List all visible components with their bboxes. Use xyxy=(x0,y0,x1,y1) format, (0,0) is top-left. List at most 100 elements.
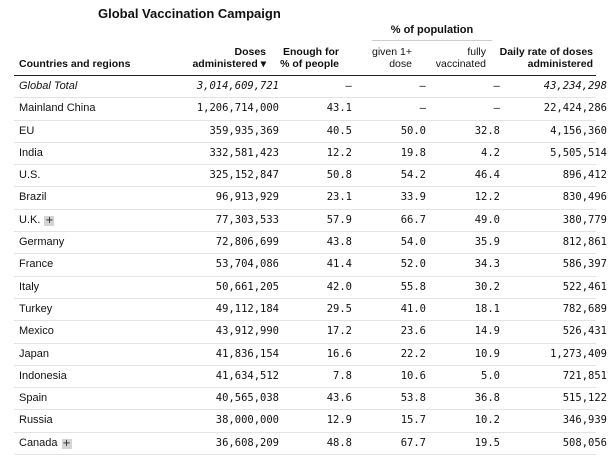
country-cell: U.S. xyxy=(19,169,40,181)
enough-cell: 43.1 xyxy=(326,102,352,115)
col-header-daily-line1: Daily rate of doses xyxy=(499,46,593,58)
daily-cell: 586,397 xyxy=(562,258,607,271)
col-header-doses-line2: administered ▾ xyxy=(192,58,266,70)
col-header-enough-line2: % of people xyxy=(280,58,339,70)
table-row: France 53,704,086 41.4 52.0 34.3 586,397 xyxy=(14,254,607,277)
country-name: Spain xyxy=(19,392,48,405)
enough-cell: 43.6 xyxy=(326,392,352,405)
fully-cell: 12.2 xyxy=(474,191,500,204)
country-cell: Japan xyxy=(19,348,49,360)
col-header-daily-line2: administered xyxy=(527,58,593,70)
col-header-fully-line2: vaccinated xyxy=(435,58,486,70)
table-row: Turkey 49,112,184 29.5 41.0 18.1 782,689 xyxy=(14,299,607,322)
table-row: Japan 41,836,154 16.6 22.2 10.9 1,273,409 xyxy=(14,344,607,366)
col-header-daily[interactable]: Daily rate of doses administered xyxy=(490,46,593,70)
fully-cell: 4.2 xyxy=(481,146,500,159)
given-cell: 33.9 xyxy=(400,191,426,204)
given-cell: 10.6 xyxy=(400,369,426,382)
fully-cell: 32.8 xyxy=(474,124,500,137)
country-name: U.K. xyxy=(19,213,41,226)
country-name: U.S. xyxy=(19,169,41,182)
daily-cell: 346,939 xyxy=(562,414,607,427)
fully-cell: 5.0 xyxy=(481,369,500,382)
country-cell: Turkey xyxy=(19,303,52,315)
country-name: France xyxy=(19,258,54,271)
country-cell: Brazil xyxy=(19,191,47,203)
fully-cell: 35.9 xyxy=(474,236,500,249)
given-cell: 22.2 xyxy=(400,347,426,360)
doses-cell: 36,608,209 xyxy=(215,436,279,449)
country-name: Canada xyxy=(19,436,58,449)
given-cell: – xyxy=(419,80,426,92)
table-body: Global Total 3,014,609,721 – – – 43,234,298 Ma… xyxy=(14,76,607,455)
table-row: Brazil 96,913,929 23.1 33.9 12.2 830,496 xyxy=(14,187,607,210)
fully-cell: 36.8 xyxy=(474,392,500,405)
table-row-total: Global Total 3,014,609,721 – – – 43,234,298 xyxy=(14,76,607,99)
expand-plus-icon[interactable]: + xyxy=(61,437,72,449)
daily-cell: 22,424,286 xyxy=(543,102,607,115)
country-cell: France xyxy=(19,258,53,270)
enough-cell: 43.8 xyxy=(326,236,352,249)
header-rule xyxy=(14,75,596,76)
country-name: Mainland China xyxy=(19,102,96,115)
country-cell: Italy xyxy=(19,281,39,293)
given-cell: 15.7 xyxy=(400,414,426,427)
given-cell: 52.0 xyxy=(400,258,426,271)
doses-cell: 1,206,714,000 xyxy=(196,102,279,115)
col-header-fully[interactable]: fully vaccinated xyxy=(418,46,486,70)
country-name: Brazil xyxy=(19,191,47,204)
col-header-enough-line1: Enough for xyxy=(283,46,339,58)
given-cell: 50.0 xyxy=(400,124,426,137)
enough-cell: 48.8 xyxy=(326,436,352,449)
table-row: EU 359,935,369 40.5 50.0 32.8 4,156,360 xyxy=(14,121,607,143)
country-name: Mexico xyxy=(19,325,54,338)
enough-cell: 16.6 xyxy=(326,347,352,360)
country-name: Global Total xyxy=(19,80,78,92)
doses-cell: 41,634,512 xyxy=(215,369,279,382)
fully-cell: 10.9 xyxy=(474,347,500,360)
country-cell: Canada + xyxy=(19,437,72,449)
doses-cell: 359,935,369 xyxy=(209,124,279,137)
col-header-country: Countries and regions xyxy=(19,58,131,70)
country-name: Italy xyxy=(19,280,40,293)
daily-cell: 43,234,298 xyxy=(543,80,607,92)
daily-cell: 515,122 xyxy=(562,392,607,405)
col-header-doses[interactable]: Doses administered ▾ xyxy=(160,46,266,70)
expand-plus-icon[interactable]: + xyxy=(44,214,55,226)
doses-cell: 40,565,038 xyxy=(215,392,279,405)
table-row: Russia 38,000,000 12.9 15.7 10.2 346,939 xyxy=(14,410,607,433)
table-row: Mainland China 1,206,714,000 43.1 – – 22,424,… xyxy=(14,98,607,121)
col-header-given-line2: dose xyxy=(389,58,412,70)
enough-cell: 40.5 xyxy=(326,124,352,137)
col-header-given[interactable]: given 1+ dose xyxy=(350,46,412,70)
country-name: Indonesia xyxy=(19,369,67,382)
table-row: U.S. 325,152,847 50.8 54.2 46.4 896,412 xyxy=(14,165,607,188)
doses-cell: 72,806,699 xyxy=(215,236,279,249)
daily-cell: 5,505,514 xyxy=(550,146,607,159)
given-cell: 19.8 xyxy=(400,146,426,159)
fully-cell: 30.2 xyxy=(474,280,500,293)
table-row: Mexico 43,912,990 17.2 23.6 14.9 526,431 xyxy=(14,321,607,344)
country-cell: Global Total xyxy=(19,80,77,92)
doses-cell: 41,836,154 xyxy=(215,347,279,360)
given-cell: 54.2 xyxy=(400,169,426,182)
enough-cell: 17.2 xyxy=(326,325,352,338)
country-cell: Mexico xyxy=(19,325,54,337)
table-row: Germany 72,806,699 43.8 54.0 35.9 812,861 xyxy=(14,232,607,255)
daily-cell: 526,431 xyxy=(562,325,607,338)
country-name: Japan xyxy=(19,347,49,360)
table-row: India 332,581,423 12.2 19.8 4.2 5,505,514 xyxy=(14,143,607,166)
doses-cell: 53,704,086 xyxy=(215,258,279,271)
fully-cell: 14.9 xyxy=(474,325,500,338)
table-row: Indonesia 41,634,512 7.8 10.6 5.0 721,851 xyxy=(14,366,607,389)
given-cell: 66.7 xyxy=(400,213,426,226)
fully-cell: 10.2 xyxy=(474,414,500,427)
daily-cell: 522,461 xyxy=(562,280,607,293)
enough-cell: 42.0 xyxy=(326,280,352,293)
col-header-enough[interactable]: Enough for % of people xyxy=(262,46,339,70)
given-cell: 54.0 xyxy=(400,236,426,249)
fully-cell: – xyxy=(493,102,500,115)
enough-cell: 50.8 xyxy=(326,169,352,182)
country-name: Germany xyxy=(19,236,65,249)
daily-cell: 896,412 xyxy=(562,169,607,182)
